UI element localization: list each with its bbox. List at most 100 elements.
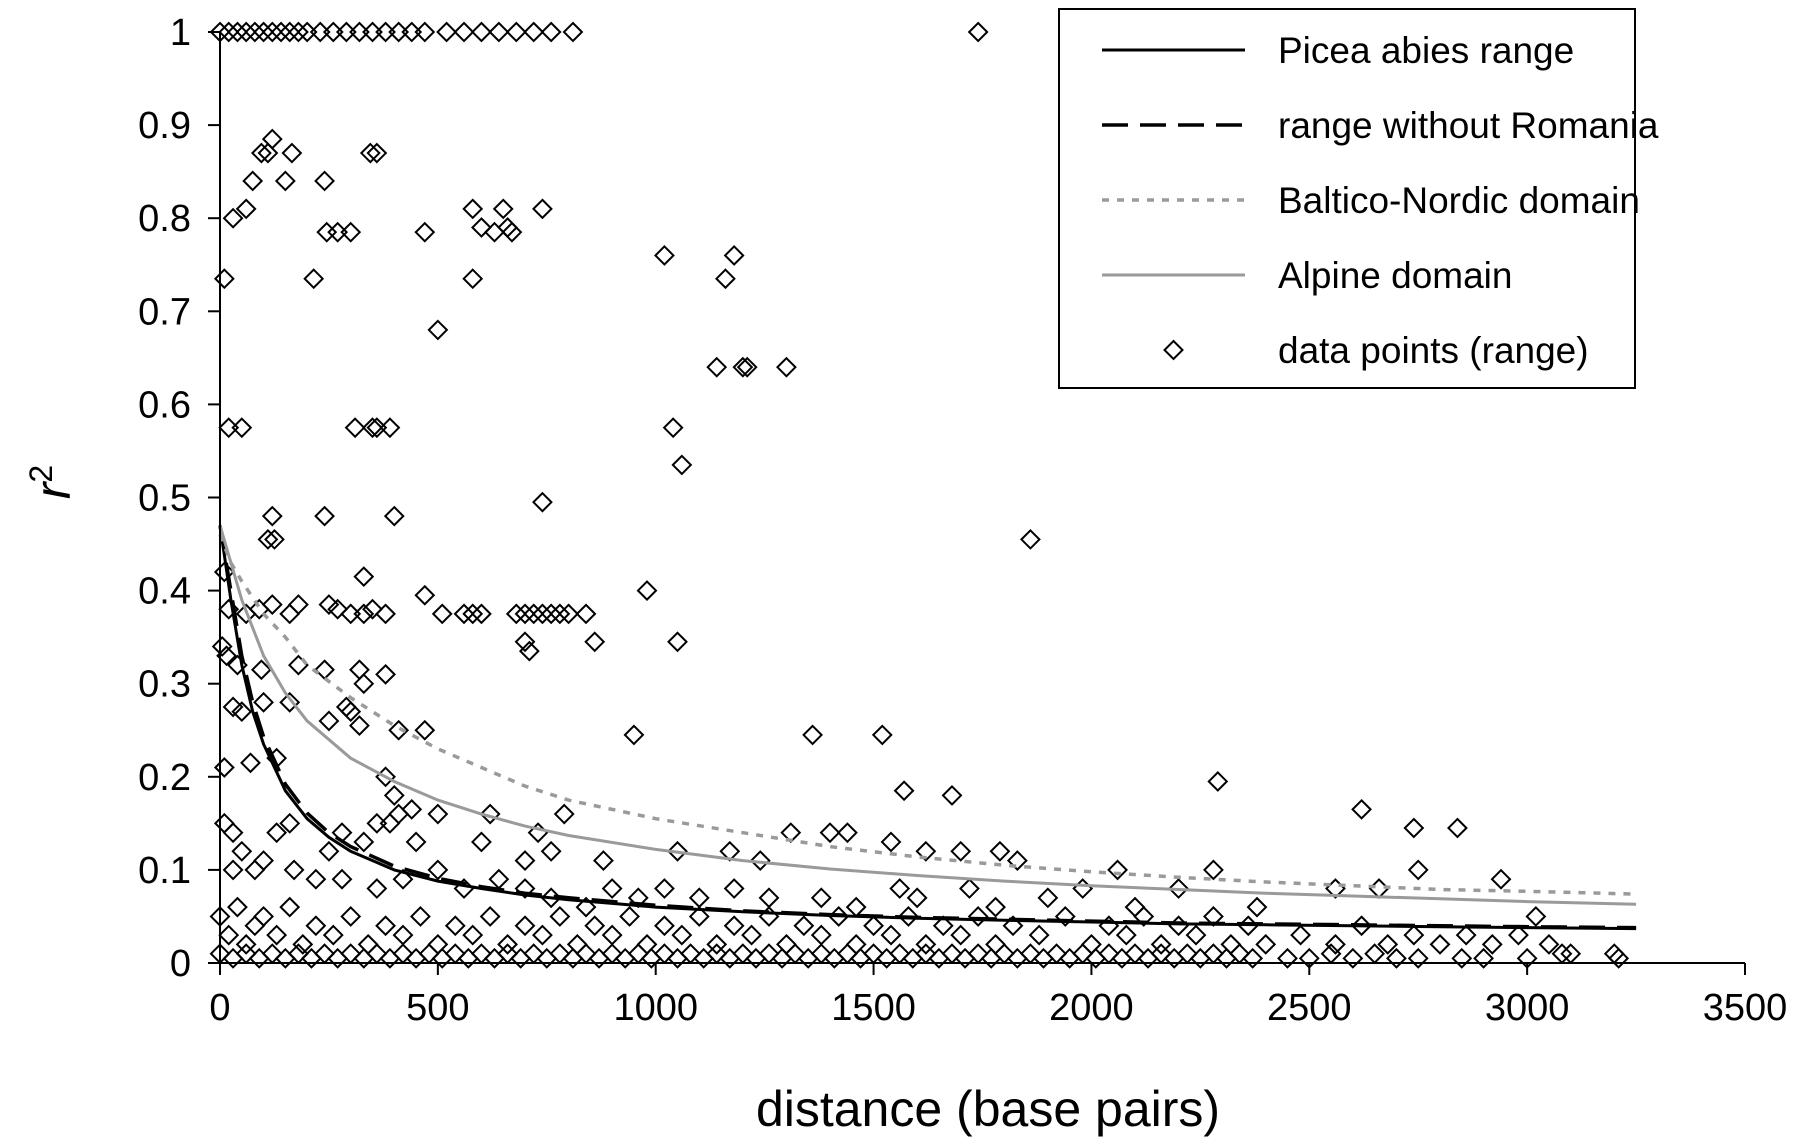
data-point: [1407, 947, 1429, 969]
data-point: [741, 924, 762, 946]
data-point: [414, 584, 436, 606]
data-point: [688, 906, 710, 927]
data-point: [532, 603, 553, 625]
data-point: [414, 719, 436, 741]
data-point: [1255, 933, 1277, 955]
data-point: [1203, 859, 1224, 881]
data-point: [218, 924, 240, 946]
data-point: [514, 603, 536, 625]
data-point: [235, 933, 257, 955]
data-point: [488, 21, 510, 43]
data-point: [845, 896, 867, 918]
data-point: [732, 356, 754, 378]
data-point: [431, 603, 453, 625]
data-point: [1006, 850, 1028, 872]
fit-line-alpine-domain: [218, 524, 1637, 906]
data-point: [362, 417, 383, 439]
data-point: [601, 878, 623, 899]
legend-label: range without Romania: [1278, 105, 1659, 146]
legend-item: Alpine domain: [1102, 255, 1512, 296]
data-point: [1320, 943, 1342, 965]
data-point: [462, 603, 484, 625]
data-point: [235, 198, 257, 220]
data-point: [314, 170, 335, 192]
data-point: [279, 21, 301, 43]
data-point: [667, 631, 688, 653]
data-point: [810, 887, 832, 909]
data-point: [514, 631, 536, 653]
data-point: [222, 822, 244, 844]
data-point: [227, 21, 248, 43]
data-point: [514, 915, 536, 937]
data-point: [213, 268, 235, 290]
data-point: [288, 654, 309, 676]
data-point: [436, 21, 457, 43]
data-point: [322, 21, 344, 43]
data-point: [1168, 878, 1189, 899]
data-point: [410, 906, 431, 927]
data-point: [523, 21, 545, 43]
data-point: [375, 663, 396, 685]
legend-item: data points (range): [1163, 330, 1589, 371]
data-point: [318, 710, 340, 732]
data-point: [941, 785, 963, 806]
data-point: [1133, 906, 1155, 927]
data-point: [261, 505, 283, 527]
data-point: [967, 906, 989, 927]
data-point: [932, 915, 954, 937]
data-point: [1325, 933, 1346, 955]
data-point: [261, 594, 283, 615]
data-point: [1473, 947, 1494, 969]
data-point: [654, 878, 675, 899]
x-tick-label: 2500: [1267, 987, 1352, 1029]
data-point: [1107, 859, 1128, 881]
axes: 0 500 1000 1500 2000 2500 3000 3500 0 0.1 0.2 0.3 0.…: [138, 12, 1787, 1029]
data-point: [444, 915, 466, 937]
data-point: [279, 812, 301, 834]
data-point: [331, 868, 353, 890]
data-point: [366, 812, 388, 834]
data-point: [359, 142, 381, 164]
data-point: [723, 878, 745, 899]
data-point: [514, 878, 536, 899]
data-point: [1525, 906, 1547, 927]
data-point: [279, 896, 301, 918]
data-point: [906, 887, 928, 909]
data-point: [401, 21, 423, 43]
data-point: [871, 724, 893, 746]
data-point: [1207, 771, 1229, 792]
data-point: [253, 691, 274, 713]
data-point: [492, 198, 514, 220]
legend-box: [1058, 8, 1636, 389]
data-point: [893, 780, 915, 802]
data-point: [362, 598, 383, 620]
data-point: [462, 198, 484, 220]
data-point: [1115, 924, 1137, 946]
data-point: [335, 21, 357, 43]
data-point: [1002, 915, 1024, 937]
data-point: [401, 798, 423, 820]
y-tick-label: 0.7: [138, 291, 191, 333]
data-point: [484, 221, 505, 243]
data-point: [1351, 798, 1372, 820]
data-point: [471, 831, 492, 853]
data-point: [414, 221, 436, 243]
data-point: [388, 719, 410, 741]
y-tick-label: 0.5: [138, 478, 191, 520]
data-point: [715, 268, 736, 290]
y-tick-label: 0.1: [138, 850, 191, 892]
legend-item: Baltico-Nordic domain: [1102, 180, 1640, 221]
data-point: [349, 21, 370, 43]
data-point: [1028, 924, 1050, 946]
x-tick-label: 3000: [1485, 987, 1570, 1029]
data-point: [540, 887, 562, 909]
data-point: [244, 859, 266, 881]
data-point: [279, 603, 301, 625]
data-point: [915, 840, 937, 862]
data-point: [671, 454, 693, 476]
data-point: [723, 915, 745, 937]
data-point: [593, 850, 614, 872]
data-point: [471, 603, 492, 625]
data-point: [1403, 924, 1425, 946]
data-point: [244, 21, 266, 43]
